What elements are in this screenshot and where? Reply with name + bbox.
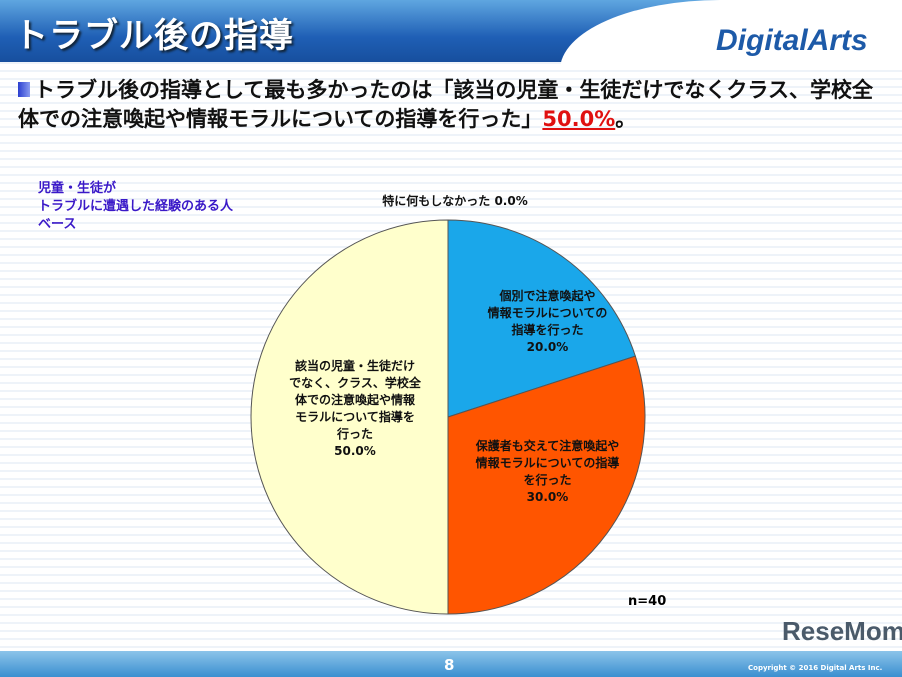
pie-slice xyxy=(250,219,449,615)
slice-label-line: 20.0% xyxy=(526,340,569,354)
slice-label-line: 50.0% xyxy=(334,444,376,458)
slice-label-line: でなく、クラス、学校全 xyxy=(289,376,421,390)
base-note-line: ベース xyxy=(38,217,77,232)
digitalarts-logo: DigitalArts xyxy=(716,24,868,57)
lead-main: トラブル後の指導として最も多かったのは「該当の児童・生徒だけでなくクラス、学校全… xyxy=(18,78,873,131)
slice-label: 保護者も交えて注意喚起や 情報モラルについての指導 を行った 30.0% xyxy=(450,438,645,506)
slice-label: 特に何もしなかった 0.0% xyxy=(350,193,560,210)
page-title: トラブル後の指導 xyxy=(14,16,294,56)
slice-label-line: 該当の児童・生徒だけ xyxy=(294,359,415,373)
base-note-line: 児童・生徒が xyxy=(38,181,117,196)
base-note: 児童・生徒が トラブルに遭遇した経験のある人 ベース xyxy=(38,180,233,234)
base-note-line: トラブルに遭遇した経験のある人 xyxy=(38,199,234,214)
resemom-watermark: ReseMom xyxy=(782,616,902,646)
pie-slice xyxy=(447,219,636,418)
slice-label-line: モラルについて指導を xyxy=(295,410,415,424)
slice-label-line: 個別で注意喚起や xyxy=(499,289,596,303)
slice-label-line: 指導を行った xyxy=(511,323,584,337)
copyright: Copyright © 2016 Digital Arts Inc. xyxy=(748,664,883,672)
lead-text: トラブル後の指導として最も多かったのは「該当の児童・生徒だけでなくクラス、学校全… xyxy=(18,76,888,134)
slice-label: 個別で注意喚起や 情報モラルについての 指導を行った 20.0% xyxy=(450,288,645,356)
lead-highlight: 50.0% xyxy=(542,107,616,131)
slice-label-line: 特に何もしなかった 0.0% xyxy=(382,194,528,208)
pie-slice xyxy=(447,355,646,615)
slice-label-line: 行った xyxy=(336,427,373,441)
slice-label-line: 情報モラルについての xyxy=(487,306,608,320)
slice-label: 該当の児童・生徒だけ でなく、クラス、学校全 体での注意喚起や情報 モラルについて指導… xyxy=(265,358,445,460)
slice-label-line: 体での注意喚起や情報 xyxy=(294,393,415,407)
slice-label-line: を行った xyxy=(523,473,572,487)
slice-label-line: 30.0% xyxy=(526,490,569,504)
footer-bar xyxy=(0,651,902,677)
lead-suffix: 。 xyxy=(615,107,637,131)
sample-size: n=40 xyxy=(628,594,667,609)
slice-label-line: 保護者も交えて注意喚起や xyxy=(475,439,620,453)
bullet-icon xyxy=(18,82,30,97)
page-number: 8 xyxy=(444,656,455,674)
slice-label-line: 情報モラルについての指導 xyxy=(475,456,620,470)
